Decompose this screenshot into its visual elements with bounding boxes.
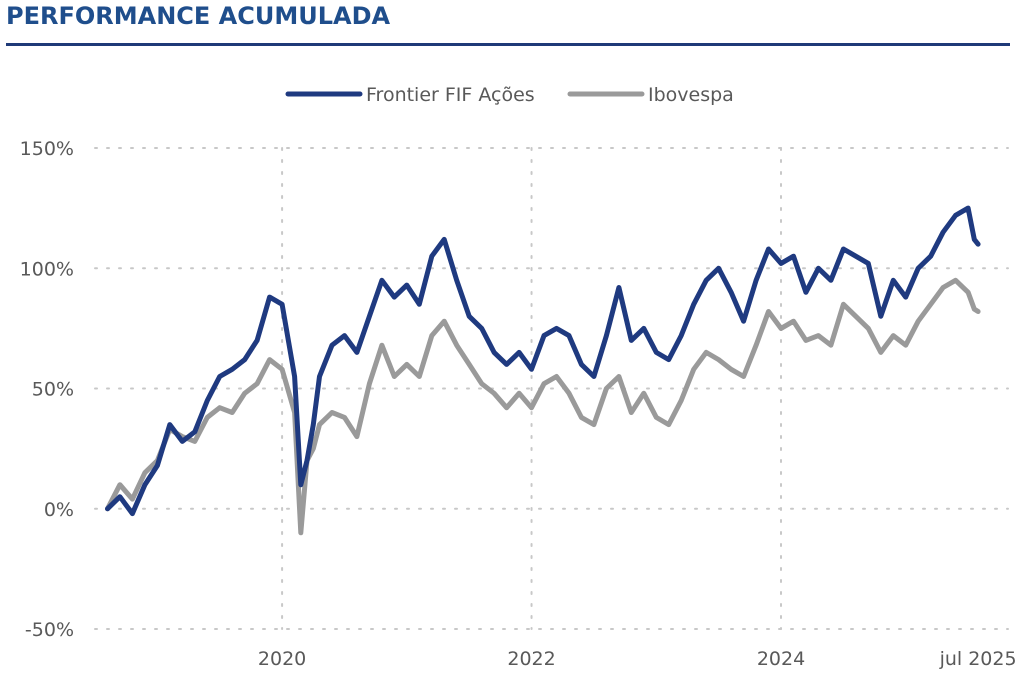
y-tick-label: 150% bbox=[20, 138, 74, 160]
chart-title: PERFORMANCE ACUMULADA bbox=[6, 2, 391, 30]
x-tick-label: jul 2025 bbox=[939, 648, 1017, 670]
series-line-index bbox=[105, 277, 981, 536]
y-tick-label: 50% bbox=[32, 379, 74, 401]
title-rule bbox=[6, 43, 1010, 46]
legend-label-fund: Frontier FIF Ações bbox=[366, 84, 535, 106]
x-tick-label: 2020 bbox=[258, 648, 306, 670]
x-axis-ticks: 2020 2022 2024 jul 2025 bbox=[258, 648, 1017, 670]
y-tick-label: -50% bbox=[25, 619, 74, 641]
grid bbox=[94, 147, 1009, 630]
series-lines bbox=[105, 205, 981, 536]
series-line-fund bbox=[105, 205, 981, 517]
legend-label-index: Ibovespa bbox=[648, 84, 734, 106]
y-tick-label: 0% bbox=[44, 499, 74, 521]
legend: Frontier FIF Ações Ibovespa bbox=[285, 84, 734, 106]
y-axis-ticks: -50% 0% 50% 100% 150% bbox=[20, 138, 74, 641]
x-tick-label: 2024 bbox=[757, 648, 805, 670]
x-tick-label: 2022 bbox=[507, 648, 555, 670]
y-tick-label: 100% bbox=[20, 258, 74, 280]
